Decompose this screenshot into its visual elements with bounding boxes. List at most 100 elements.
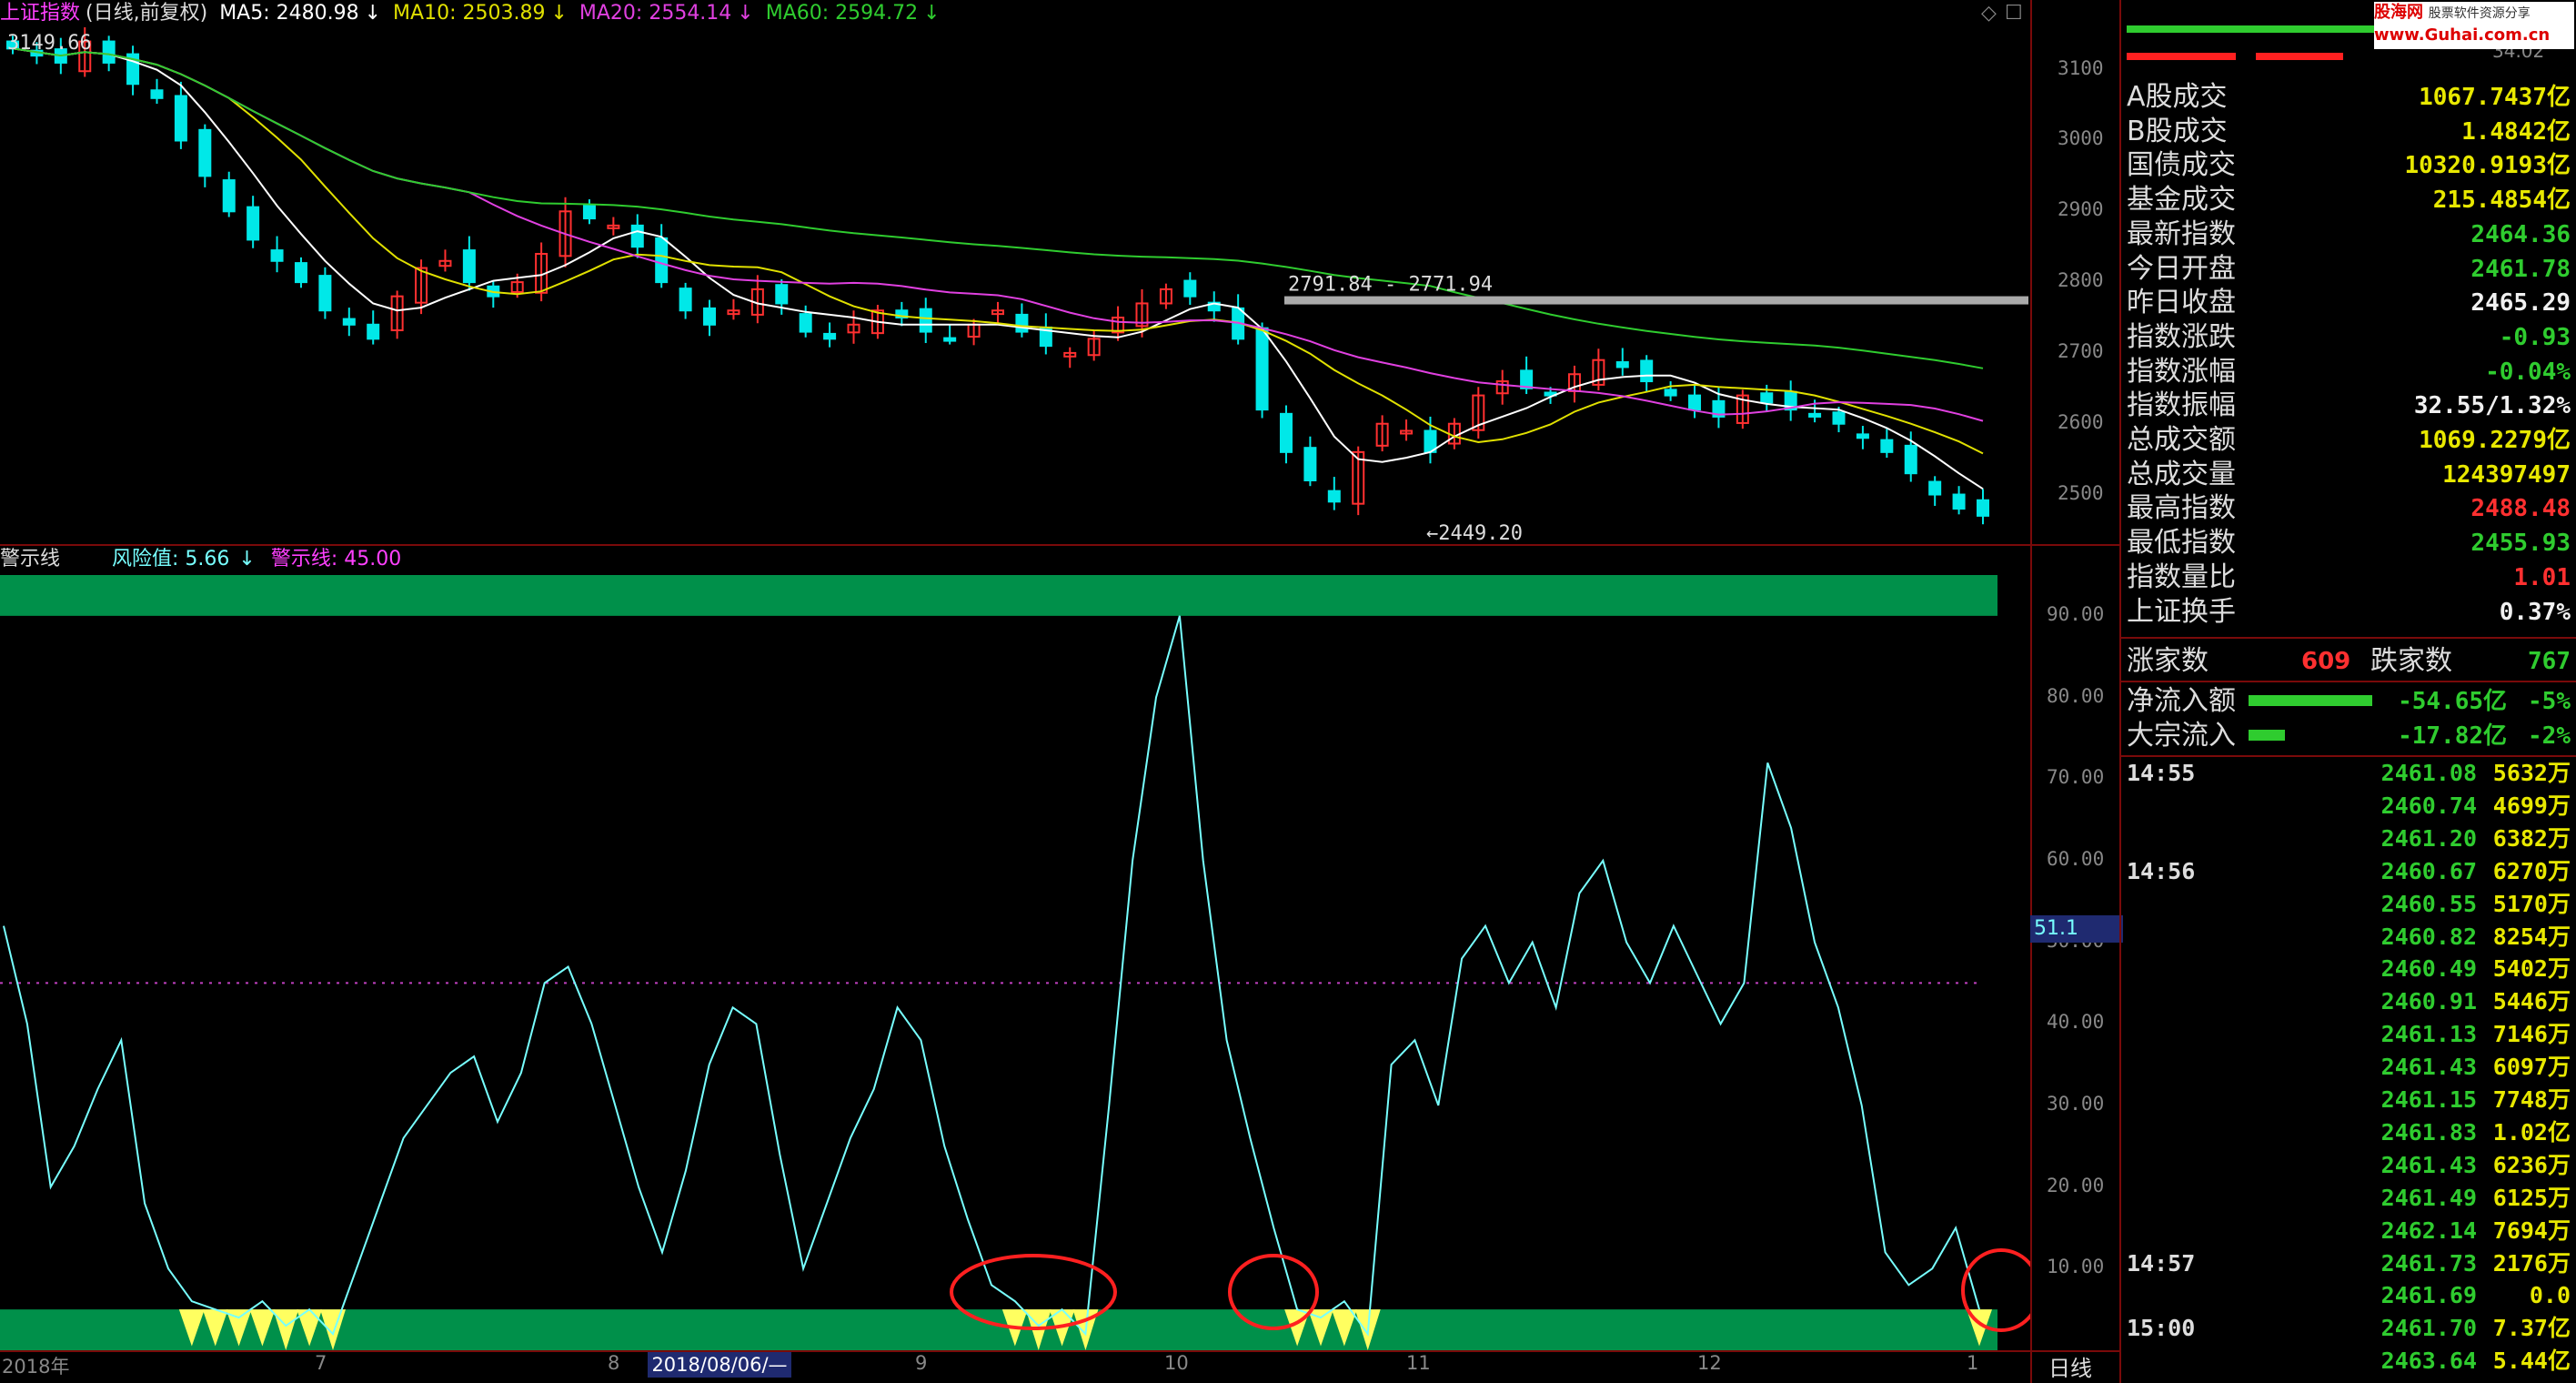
indicator-legend: 警示线 风险值: 5.66 ↓ 警示线: 45.00 [0, 544, 410, 575]
indicator-chart[interactable] [0, 575, 2030, 1350]
candle-body [367, 323, 380, 340]
tick-row: 2461.69 0.0 [2127, 1279, 2571, 1312]
candle-body [1520, 369, 1534, 389]
stat-value: 215.4854亿 [2432, 187, 2571, 215]
indicator-tick: 80.00 [2047, 684, 2105, 707]
ma20-line [12, 47, 1984, 422]
tick-row: 2461.13 7146万 [2127, 1018, 2571, 1051]
cursor-value: 51.1 [2030, 915, 2123, 943]
x-tick: 11 [1406, 1352, 1431, 1374]
candle-body [438, 259, 452, 268]
candle-body [1832, 411, 1846, 425]
tick-row: 2462.14 7694万 [2127, 1215, 2571, 1247]
range-marker [1284, 296, 2028, 305]
candle-body [1015, 313, 1029, 333]
candle-body [174, 95, 187, 142]
close-icon[interactable]: ☐ [2005, 2, 2023, 25]
tick-volume: 6125万 [2492, 1184, 2571, 1211]
stat-value: 2464.36 [2470, 220, 2571, 248]
candle-body [630, 224, 644, 248]
candle-body [270, 249, 284, 262]
stat-label: B股成交 [2127, 115, 2228, 147]
tick-volume: 5632万 [2492, 760, 2571, 786]
breadth-row: 涨家数 609 跌家数 767 [2127, 644, 2571, 679]
stat-label: 最新指数 [2127, 217, 2236, 250]
indicator-tick: 40.00 [2047, 1011, 2105, 1034]
signal-marker [202, 1309, 228, 1347]
indicator-tick: 10.00 [2047, 1256, 2105, 1278]
tick-price: 2460.82 [2380, 923, 2477, 950]
stat-row: 总成交量 124397497 [2127, 458, 2571, 492]
candle-body [390, 295, 404, 332]
index-name[interactable]: 上证指数 [0, 2, 81, 25]
indicator-name[interactable]: 警示线 [0, 548, 61, 570]
x-tick: 2018年 [2, 1356, 70, 1378]
candle-body [1880, 439, 1894, 453]
candle-body [679, 288, 692, 312]
arrow-down-icon: ↓ [737, 2, 754, 25]
tick-volume: 7146万 [2492, 1021, 2571, 1048]
price-chart[interactable]: 2791.84 - 2771.94 ←2449.20 3149.66 [0, 27, 2030, 544]
signal-marker [226, 1309, 252, 1347]
tick-price: 2461.49 [2380, 1184, 2477, 1211]
candle-body [582, 204, 596, 220]
indicator-tick: 30.00 [2047, 1092, 2105, 1115]
arrow-down-icon: ↓ [550, 2, 568, 25]
candle-body [1952, 493, 1966, 510]
highlight-circle [1228, 1254, 1319, 1330]
candle-body [1712, 399, 1726, 418]
x-tick: 1 [1967, 1352, 1979, 1374]
x-tick: 7 [315, 1352, 327, 1374]
stat-row: 最新指数 2464.36 [2127, 217, 2571, 252]
flow-row: 大宗流入 -17.82亿 -2% [2127, 719, 2571, 753]
chart-divider [0, 544, 2119, 546]
stat-label: 总成交量 [2127, 458, 2236, 490]
stat-value: -0.04% [2485, 358, 2571, 386]
info-panel [2119, 0, 2576, 1383]
candle-body [1495, 380, 1509, 395]
signal-marker [1308, 1309, 1333, 1347]
period-button[interactable]: 日线 [2048, 1356, 2092, 1381]
tick-price: 2461.13 [2380, 1021, 2477, 1048]
stat-row: 基金成交 215.4854亿 [2127, 183, 2571, 217]
tick-price: 2460.74 [2380, 792, 2477, 819]
candle-body [198, 128, 212, 177]
arrow-down-icon: ↓ [923, 2, 941, 25]
xaxis-line [0, 1350, 2119, 1352]
stat-label: 基金成交 [2127, 184, 2236, 217]
tick-time: 15:00 [2127, 1315, 2196, 1342]
candle-body [1112, 317, 1125, 334]
candle-body [78, 40, 92, 73]
tick-price: 2460.49 [2380, 955, 2477, 983]
tick-row: 15:00 2461.70 7.37亿 [2127, 1312, 2571, 1345]
ma20-label: MA20: 2554.14 [579, 2, 732, 25]
candle-body [1640, 359, 1654, 383]
indicator-tick: 60.00 [2047, 847, 2105, 870]
candle-body [1279, 412, 1293, 453]
stat-value: 2465.29 [2470, 289, 2571, 318]
tick-row: 2461.15 7748万 [2127, 1084, 2571, 1116]
x-tick: 10 [1164, 1352, 1189, 1374]
tick-time: 14:55 [2127, 760, 2196, 786]
stat-value: -0.93 [2499, 323, 2571, 351]
stat-label: 昨日收盘 [2127, 287, 2236, 319]
candle-body [1183, 279, 1197, 298]
yaxis-line [2030, 0, 2032, 1383]
down-count-value: 767 [2528, 648, 2571, 675]
breadth-bar-red [2256, 53, 2343, 60]
adjust-mode[interactable]: (日线,前复权) [86, 2, 208, 25]
diamond-icon[interactable]: ◇ [1981, 2, 1997, 25]
stat-row: 最低指数 2455.93 [2127, 526, 2571, 560]
stat-label: 指数涨跌 [2127, 320, 2236, 353]
tick-row: 2461.43 6097万 [2127, 1051, 2571, 1084]
candle-body [607, 224, 620, 229]
tick-volume: 8254万 [2492, 923, 2571, 950]
tick-volume: 7694万 [2492, 1216, 2571, 1244]
candle-body [1688, 394, 1702, 411]
panel-divider [2121, 637, 2576, 639]
tick-price: 2460.91 [2380, 988, 2477, 1015]
candle-body [703, 307, 717, 326]
candle-body [919, 308, 932, 333]
x-tick: 12 [1697, 1352, 1722, 1374]
tick-price: 2461.73 [2380, 1249, 2477, 1277]
